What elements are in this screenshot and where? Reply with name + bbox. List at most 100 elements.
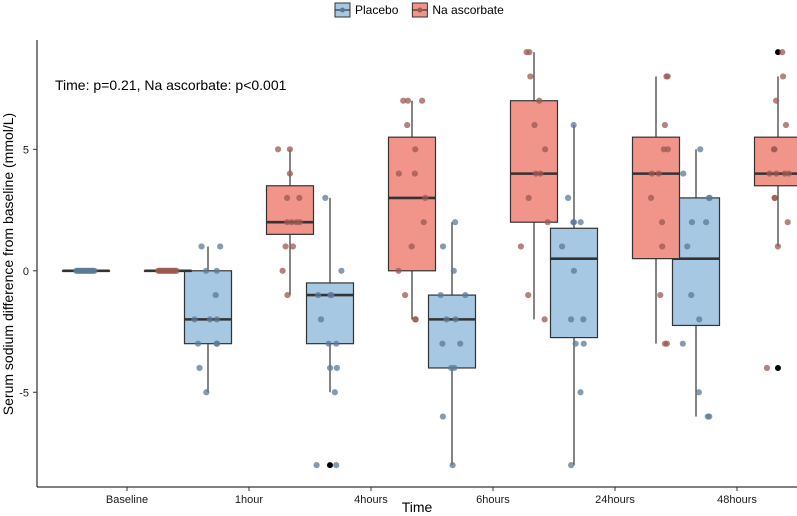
data-point [770, 146, 778, 153]
data-point [404, 121, 411, 129]
data-point [284, 219, 291, 226]
data-point [568, 462, 575, 469]
data-point [577, 219, 584, 226]
data-point [660, 146, 667, 153]
data-point [327, 291, 334, 299]
data-point [213, 316, 220, 323]
data-point [695, 389, 702, 396]
data-point [296, 194, 303, 202]
data-point [657, 291, 664, 299]
data-point [404, 97, 412, 104]
data-point [537, 170, 544, 177]
data-point [437, 291, 444, 299]
data-point [684, 243, 691, 250]
data-point [213, 267, 220, 274]
data-point [331, 389, 338, 396]
data-point [697, 146, 704, 153]
box-placebo-24hours [549, 121, 599, 469]
y-tick-label: 0 [23, 266, 29, 278]
data-point [439, 340, 446, 347]
data-point [293, 219, 300, 226]
box-placebo-6hours [427, 219, 477, 469]
stats-annotation: Time: p=0.21, Na ascorbate: p<0.001 [55, 77, 287, 93]
data-point [570, 121, 577, 129]
data-point [523, 49, 530, 56]
box-body [671, 197, 721, 327]
data-point [173, 267, 180, 274]
data-point [779, 49, 786, 56]
outlier-point [775, 49, 781, 56]
data-point [782, 121, 790, 129]
data-point [283, 194, 291, 202]
legend: Placebo Na ascorbate [334, 2, 504, 18]
data-point [704, 413, 711, 420]
data-point [661, 121, 668, 129]
data-point [763, 364, 771, 372]
data-point [317, 316, 325, 323]
data-point [527, 73, 534, 80]
data-point [206, 316, 214, 323]
box-na-ascorbate-1hour [265, 146, 315, 299]
data-point [194, 340, 202, 347]
data-point [439, 413, 446, 420]
data-point [450, 267, 457, 274]
data-point [774, 243, 781, 250]
outlier-point [775, 364, 781, 371]
legend-key-point-0 [340, 7, 345, 13]
data-point [333, 364, 340, 372]
data-point [284, 291, 291, 299]
data-point [679, 340, 686, 347]
data-point [688, 291, 695, 299]
data-point [91, 267, 98, 274]
box-na-ascorbate-6hours [509, 49, 559, 323]
data-point [766, 170, 773, 177]
box-placebo-4hours [305, 194, 355, 469]
data-point [203, 389, 210, 396]
outlier-point [327, 462, 333, 469]
data-point [325, 340, 332, 347]
data-point [517, 243, 524, 250]
data-point [402, 291, 409, 299]
data-point [282, 243, 289, 250]
data-point [781, 170, 788, 177]
data-point [313, 462, 320, 469]
box-body [509, 100, 559, 223]
data-point [655, 170, 662, 177]
data-point [457, 340, 464, 347]
data-point [705, 194, 713, 202]
data-point [411, 170, 418, 177]
data-point [198, 243, 205, 250]
data-point [451, 364, 458, 372]
data-point [286, 146, 294, 153]
data-point [688, 219, 696, 226]
data-point [400, 97, 407, 104]
data-point [443, 316, 450, 323]
legend-label: Placebo [355, 3, 399, 17]
data-point [531, 121, 538, 129]
data-point [327, 364, 334, 372]
data-point [664, 73, 671, 80]
box-body [753, 136, 797, 187]
box-placebo-baseline [61, 267, 111, 274]
x-tick-label: 48hours [717, 494, 757, 506]
data-point [333, 462, 340, 469]
data-point [419, 97, 426, 104]
data-point [525, 194, 532, 202]
data-point [286, 170, 294, 177]
data-point [565, 194, 572, 202]
data-point [580, 340, 587, 347]
box-body [387, 136, 437, 272]
box-body [427, 294, 477, 369]
data-point [779, 73, 787, 80]
data-point [536, 97, 543, 104]
data-point [525, 291, 532, 299]
data-point [288, 219, 295, 226]
data-point [439, 243, 447, 250]
axes: -5 0 5 Baseline 1hour 4hours 6hours 24hours 48ho… [19, 40, 797, 506]
data-point [212, 291, 219, 299]
y-tick-label: -5 [19, 387, 29, 399]
data-point [580, 316, 587, 323]
data-point [451, 219, 459, 226]
box-body [631, 136, 681, 260]
data-point [541, 316, 548, 323]
